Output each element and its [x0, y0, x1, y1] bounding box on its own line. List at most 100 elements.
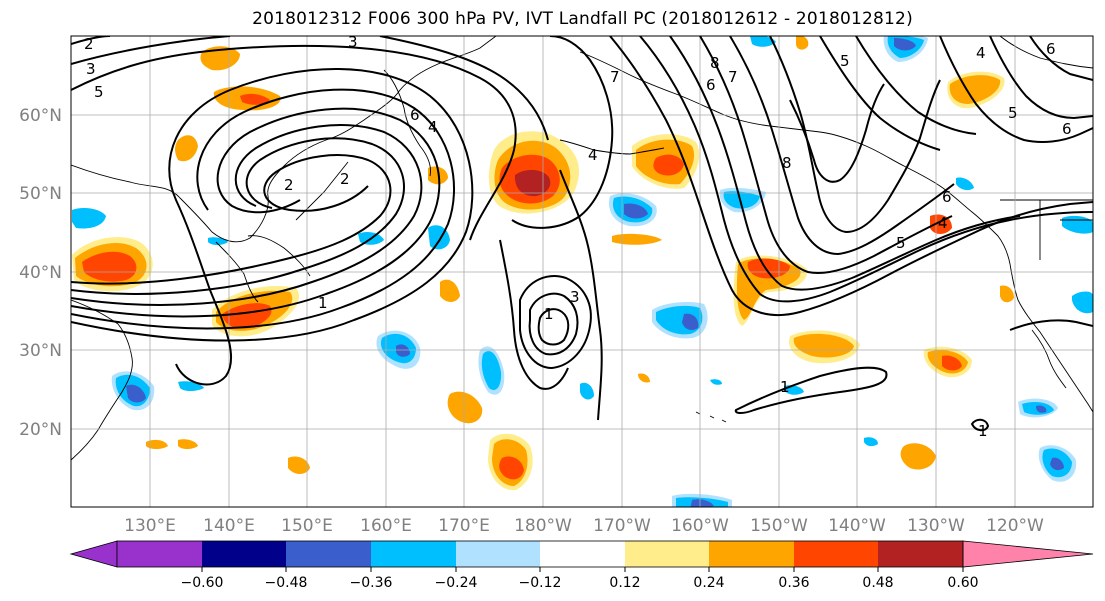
- colorbar-swatch: [540, 541, 625, 567]
- pv-blob: [146, 439, 168, 449]
- pv-blob: [240, 93, 270, 105]
- colorbar-tick-label: 0.24: [693, 575, 724, 591]
- pv-blob: [682, 313, 699, 330]
- lon-tick-label: 150°W: [750, 516, 808, 536]
- ivt-contour: [1029, 36, 1093, 81]
- colorbar-extend-max: [962, 540, 1094, 568]
- map-frame: [70, 35, 1094, 508]
- ivt-contour: [699, 36, 953, 274]
- ivt-contour: [559, 169, 603, 421]
- pv-blob: [793, 333, 854, 358]
- ivt-contour: [71, 124, 423, 306]
- pv-blob: [942, 355, 962, 371]
- pv-blob: [175, 135, 198, 162]
- pv-blob: [396, 344, 410, 357]
- lon-axis: 130°E 140°E 150°E 160°E 170°E 180°W 170°…: [124, 516, 1044, 536]
- colorbar-tick-label: −0.12: [519, 575, 562, 591]
- ivt-contour: [734, 366, 888, 414]
- pv-blob: [894, 38, 916, 51]
- coastline-alaska: [579, 51, 1011, 265]
- pv-blob: [126, 384, 146, 403]
- ivt-contour: [819, 36, 941, 151]
- pv-blob: [447, 391, 483, 424]
- colorbar-swatch: [625, 541, 709, 567]
- colorbar-tick-label: −0.24: [435, 575, 478, 591]
- colorbar-tick-label: −0.36: [350, 575, 393, 591]
- ivt-contour: [729, 36, 955, 256]
- pv-blob: [82, 251, 137, 282]
- coastline-kamchatka: [383, 69, 431, 177]
- colorbar-swatch: [794, 541, 878, 567]
- colorbar-extend-min: [69, 540, 118, 568]
- contour-label: 5: [1008, 104, 1018, 122]
- pv-blob: [222, 303, 272, 329]
- ivt-contours: [71, 36, 1093, 432]
- ivt-contour: [71, 36, 231, 65]
- lon-tick-label: 170°E: [438, 516, 490, 536]
- lat-tick-label: 60°N: [19, 106, 62, 126]
- colorbar-swatch: [286, 541, 371, 567]
- colorbar-tick-label: 0.60: [947, 575, 978, 591]
- coastlines: [71, 36, 1093, 461]
- lat-tick-label: 20°N: [19, 420, 62, 440]
- lon-tick-label: 170°W: [593, 516, 651, 536]
- contour-label: 6: [942, 188, 952, 206]
- contour-label: 5: [840, 52, 850, 70]
- pv-blob: [499, 456, 524, 480]
- contour-label: 1: [978, 422, 988, 440]
- contour-label: 3: [348, 33, 358, 51]
- ivt-contour: [769, 36, 941, 234]
- map-title: 2018012312 F006 300 hPa PV, IVT Landfall…: [252, 9, 913, 29]
- ivt-contour: [71, 88, 455, 330]
- lon-tick-label: 160°W: [671, 516, 729, 536]
- ivt-contour: [855, 36, 977, 135]
- contour-label-group: 2 3 5 2 3 2 6 4 1 1 3 4 7 8 7 6 8 6 5 4: [84, 33, 1072, 440]
- pv-blob: [1072, 291, 1093, 314]
- coastline-baja: [1031, 329, 1067, 389]
- contour-label: 7: [728, 68, 738, 86]
- ivt-contour: [609, 36, 1093, 316]
- ivt-contour: [537, 308, 570, 346]
- pv-blob: [653, 154, 684, 176]
- pv-shading: [72, 36, 1093, 507]
- pv-blob: [750, 36, 776, 47]
- pv-blob: [900, 443, 936, 470]
- pv-blob: [72, 208, 106, 229]
- contour-label: 4: [588, 146, 598, 164]
- contour-label: 6: [410, 106, 420, 124]
- ivt-contour: [379, 36, 549, 141]
- contour-label: 7: [610, 68, 620, 86]
- contour-label: 6: [1046, 40, 1056, 58]
- pv-blob: [710, 379, 722, 385]
- contour-label: 2: [284, 176, 294, 194]
- pv-blob: [864, 437, 878, 447]
- pv-blob: [580, 382, 594, 400]
- pv-blob: [723, 191, 760, 209]
- coastline-hudson: [999, 36, 1093, 69]
- contour-label: 1: [544, 305, 554, 323]
- pv-blob: [1050, 457, 1064, 471]
- pv-blob: [178, 439, 198, 449]
- colorbar-swatch: [456, 541, 540, 567]
- ivt-contour: [970, 418, 990, 432]
- colorbar-swatch: [371, 541, 456, 567]
- contour-label: 1: [318, 294, 328, 312]
- coastline-aleutians: [559, 139, 665, 155]
- contour-label: 8: [710, 54, 720, 72]
- contour-label: 2: [340, 170, 350, 188]
- lat-tick-label: 40°N: [19, 263, 62, 283]
- ivt-contour: [528, 292, 579, 356]
- lat-tick-label: 50°N: [19, 184, 62, 204]
- colorbar-tick-label: 0.12: [609, 575, 640, 591]
- colorbar-ticks: [201, 567, 964, 572]
- contour-label: 6: [1062, 120, 1072, 138]
- ivt-contour: [639, 36, 1093, 303]
- pv-blob: [481, 351, 502, 391]
- contour-label: 1: [780, 378, 790, 396]
- colorbar-tick-label: −0.60: [181, 575, 224, 591]
- ivt-contour: [71, 137, 405, 295]
- contour-label: 3: [570, 288, 580, 306]
- contour-label: 5: [94, 83, 104, 101]
- pv-blob: [638, 373, 650, 383]
